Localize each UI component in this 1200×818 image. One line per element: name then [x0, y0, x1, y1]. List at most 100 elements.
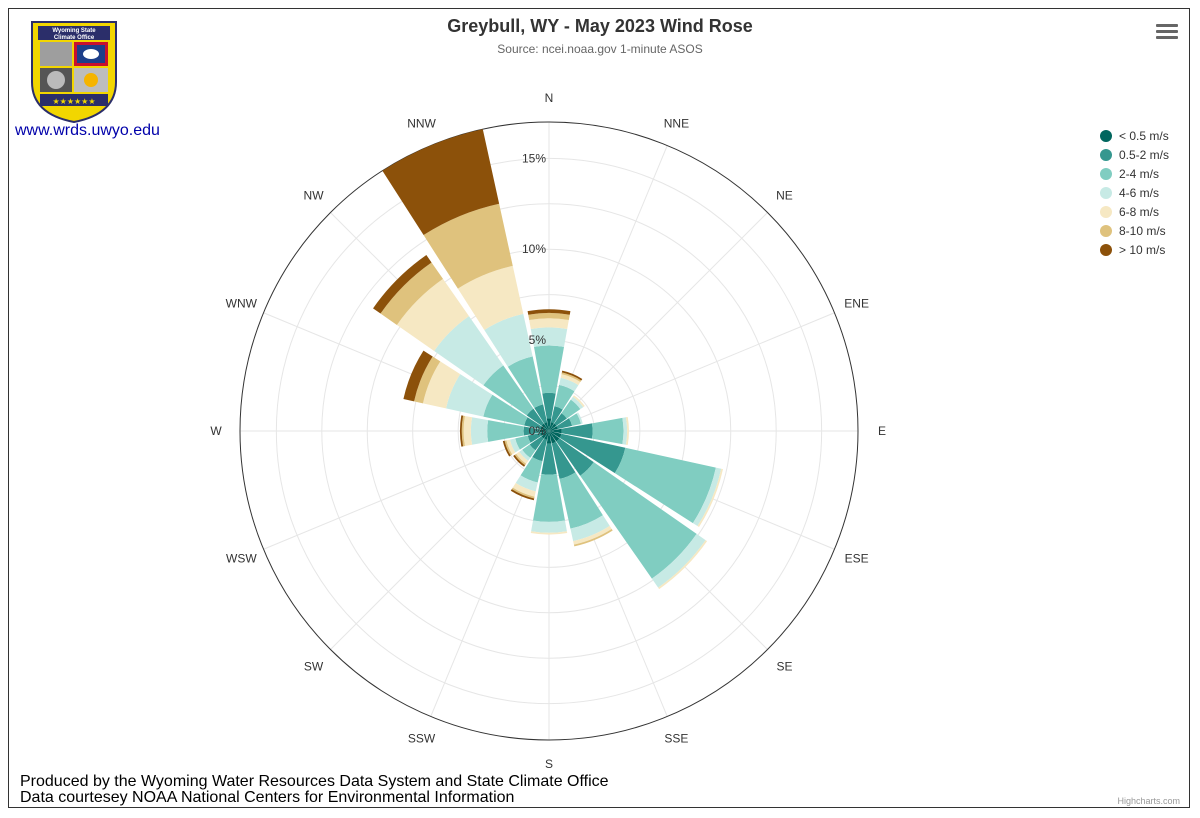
- wind-rose-bar[interactable]: [544, 431, 549, 440]
- wind-rose-bar[interactable]: [459, 415, 464, 447]
- wind-rose-bar[interactable]: [515, 475, 538, 492]
- wind-rose-bar[interactable]: [549, 423, 557, 431]
- wind-rose-bar[interactable]: [504, 440, 513, 456]
- wind-rose-bar[interactable]: [483, 394, 528, 426]
- wind-rose-bar[interactable]: [487, 420, 524, 442]
- wind-rose-bar[interactable]: [542, 392, 556, 419]
- wind-rose-bar[interactable]: [446, 374, 493, 417]
- wind-rose-bar[interactable]: [549, 428, 562, 434]
- wind-rose-bar[interactable]: [414, 356, 441, 404]
- wind-rose-bar[interactable]: [573, 528, 613, 547]
- wind-rose-bar[interactable]: [554, 384, 575, 410]
- wind-rose-bar[interactable]: [559, 377, 579, 392]
- wind-rose-bar[interactable]: [507, 356, 544, 409]
- wind-rose-bar[interactable]: [511, 487, 535, 499]
- wind-rose-bar[interactable]: [573, 525, 612, 545]
- wind-rose-bar[interactable]: [534, 404, 548, 424]
- wind-rose-bar[interactable]: [541, 443, 557, 475]
- wind-rose-bar[interactable]: [523, 426, 541, 436]
- wind-rose-bar[interactable]: [560, 374, 581, 386]
- wind-rose-bar[interactable]: [549, 431, 560, 442]
- wind-rose-bar[interactable]: [396, 278, 469, 351]
- wind-rose-bar[interactable]: [625, 416, 629, 446]
- legend-item[interactable]: 8-10 m/s: [1100, 221, 1169, 240]
- wind-rose-bar[interactable]: [524, 417, 542, 430]
- wind-rose-bar[interactable]: [519, 449, 531, 461]
- wind-rose-bar[interactable]: [470, 417, 489, 445]
- wind-rose-bar[interactable]: [533, 345, 565, 394]
- wind-rose-bar[interactable]: [529, 436, 544, 451]
- wind-rose-bar[interactable]: [522, 444, 536, 458]
- wind-rose-bar[interactable]: [463, 415, 473, 447]
- wind-rose-bar[interactable]: [513, 454, 526, 467]
- legend-item[interactable]: 6-8 m/s: [1100, 202, 1169, 221]
- wind-rose-bar[interactable]: [622, 417, 628, 445]
- site-link[interactable]: www.wrds.uwyo.edu: [15, 122, 160, 139]
- wind-rose-bar[interactable]: [556, 418, 573, 430]
- wind-rose-bar[interactable]: [546, 418, 552, 431]
- wind-rose-bar[interactable]: [528, 312, 570, 321]
- wind-rose-bar[interactable]: [591, 417, 624, 445]
- wind-rose-bar[interactable]: [541, 431, 549, 439]
- wind-rose-bar[interactable]: [561, 372, 582, 383]
- legend-item[interactable]: 0.5-2 m/s: [1100, 145, 1169, 164]
- wind-rose-bar[interactable]: [544, 422, 549, 431]
- wind-rose-bar[interactable]: [614, 447, 716, 524]
- wind-rose-bar[interactable]: [526, 408, 544, 426]
- hamburger-menu-icon[interactable]: [1156, 24, 1178, 44]
- wind-rose-bar[interactable]: [549, 422, 554, 431]
- wind-rose-bar[interactable]: [570, 515, 610, 542]
- wind-rose-bar[interactable]: [561, 370, 583, 381]
- wind-rose-bar[interactable]: [382, 129, 500, 236]
- wind-rose-bar[interactable]: [515, 435, 531, 450]
- wind-rose-bar[interactable]: [506, 439, 516, 455]
- wind-rose-bar[interactable]: [512, 483, 536, 497]
- wind-rose-bar[interactable]: [540, 431, 549, 436]
- wind-rose-bar[interactable]: [527, 309, 571, 315]
- wind-rose-bar[interactable]: [580, 462, 697, 579]
- wind-rose-bar[interactable]: [549, 426, 558, 431]
- legend-item[interactable]: > 10 m/s: [1100, 240, 1169, 259]
- wind-rose-bar[interactable]: [529, 318, 569, 330]
- wind-rose-bar[interactable]: [546, 431, 552, 444]
- wind-rose-bar[interactable]: [549, 431, 556, 444]
- wind-rose-bar[interactable]: [697, 468, 723, 528]
- wind-rose-bar[interactable]: [539, 429, 549, 433]
- wind-rose-bar[interactable]: [570, 396, 584, 410]
- wind-rose-bar[interactable]: [423, 203, 513, 289]
- wind-rose-bar[interactable]: [559, 433, 626, 474]
- wind-rose-bar[interactable]: [541, 423, 549, 431]
- legend-item[interactable]: 2-4 m/s: [1100, 164, 1169, 183]
- wind-rose-bar[interactable]: [461, 415, 465, 447]
- wind-rose-bar[interactable]: [692, 467, 722, 527]
- wind-rose-bar[interactable]: [550, 406, 563, 424]
- legend-item[interactable]: < 0.5 m/s: [1100, 126, 1169, 145]
- wind-rose-bar[interactable]: [403, 350, 433, 402]
- wind-rose-bar[interactable]: [561, 423, 593, 439]
- wind-rose-bar[interactable]: [373, 255, 432, 314]
- wind-rose-bar[interactable]: [533, 473, 565, 522]
- wind-rose-bar[interactable]: [514, 453, 527, 466]
- wind-rose-bar[interactable]: [556, 438, 594, 476]
- wind-rose-bar[interactable]: [520, 457, 543, 483]
- wind-rose-bar[interactable]: [380, 262, 443, 325]
- legend-item[interactable]: 4-6 m/s: [1100, 183, 1169, 202]
- wind-rose-bar[interactable]: [576, 412, 583, 424]
- wind-rose-bar[interactable]: [510, 489, 535, 501]
- wind-rose-bar[interactable]: [502, 440, 511, 457]
- wind-rose-bar[interactable]: [434, 316, 504, 386]
- wind-rose-bar[interactable]: [530, 531, 568, 535]
- wind-rose-bar[interactable]: [457, 265, 524, 330]
- wind-rose-bar[interactable]: [551, 441, 576, 479]
- wind-rose-bar[interactable]: [484, 313, 533, 367]
- wind-rose-bar[interactable]: [540, 426, 549, 431]
- wind-rose-bar[interactable]: [532, 438, 548, 462]
- wind-rose-bar[interactable]: [531, 520, 567, 533]
- wind-rose-bar[interactable]: [559, 472, 603, 529]
- wind-rose-bar[interactable]: [530, 327, 568, 347]
- wind-rose-bar[interactable]: [658, 540, 708, 590]
- wind-rose-bar[interactable]: [483, 365, 534, 416]
- wind-rose-bar[interactable]: [549, 431, 562, 438]
- wind-rose-bar[interactable]: [561, 399, 581, 419]
- wind-rose-bar[interactable]: [572, 395, 585, 408]
